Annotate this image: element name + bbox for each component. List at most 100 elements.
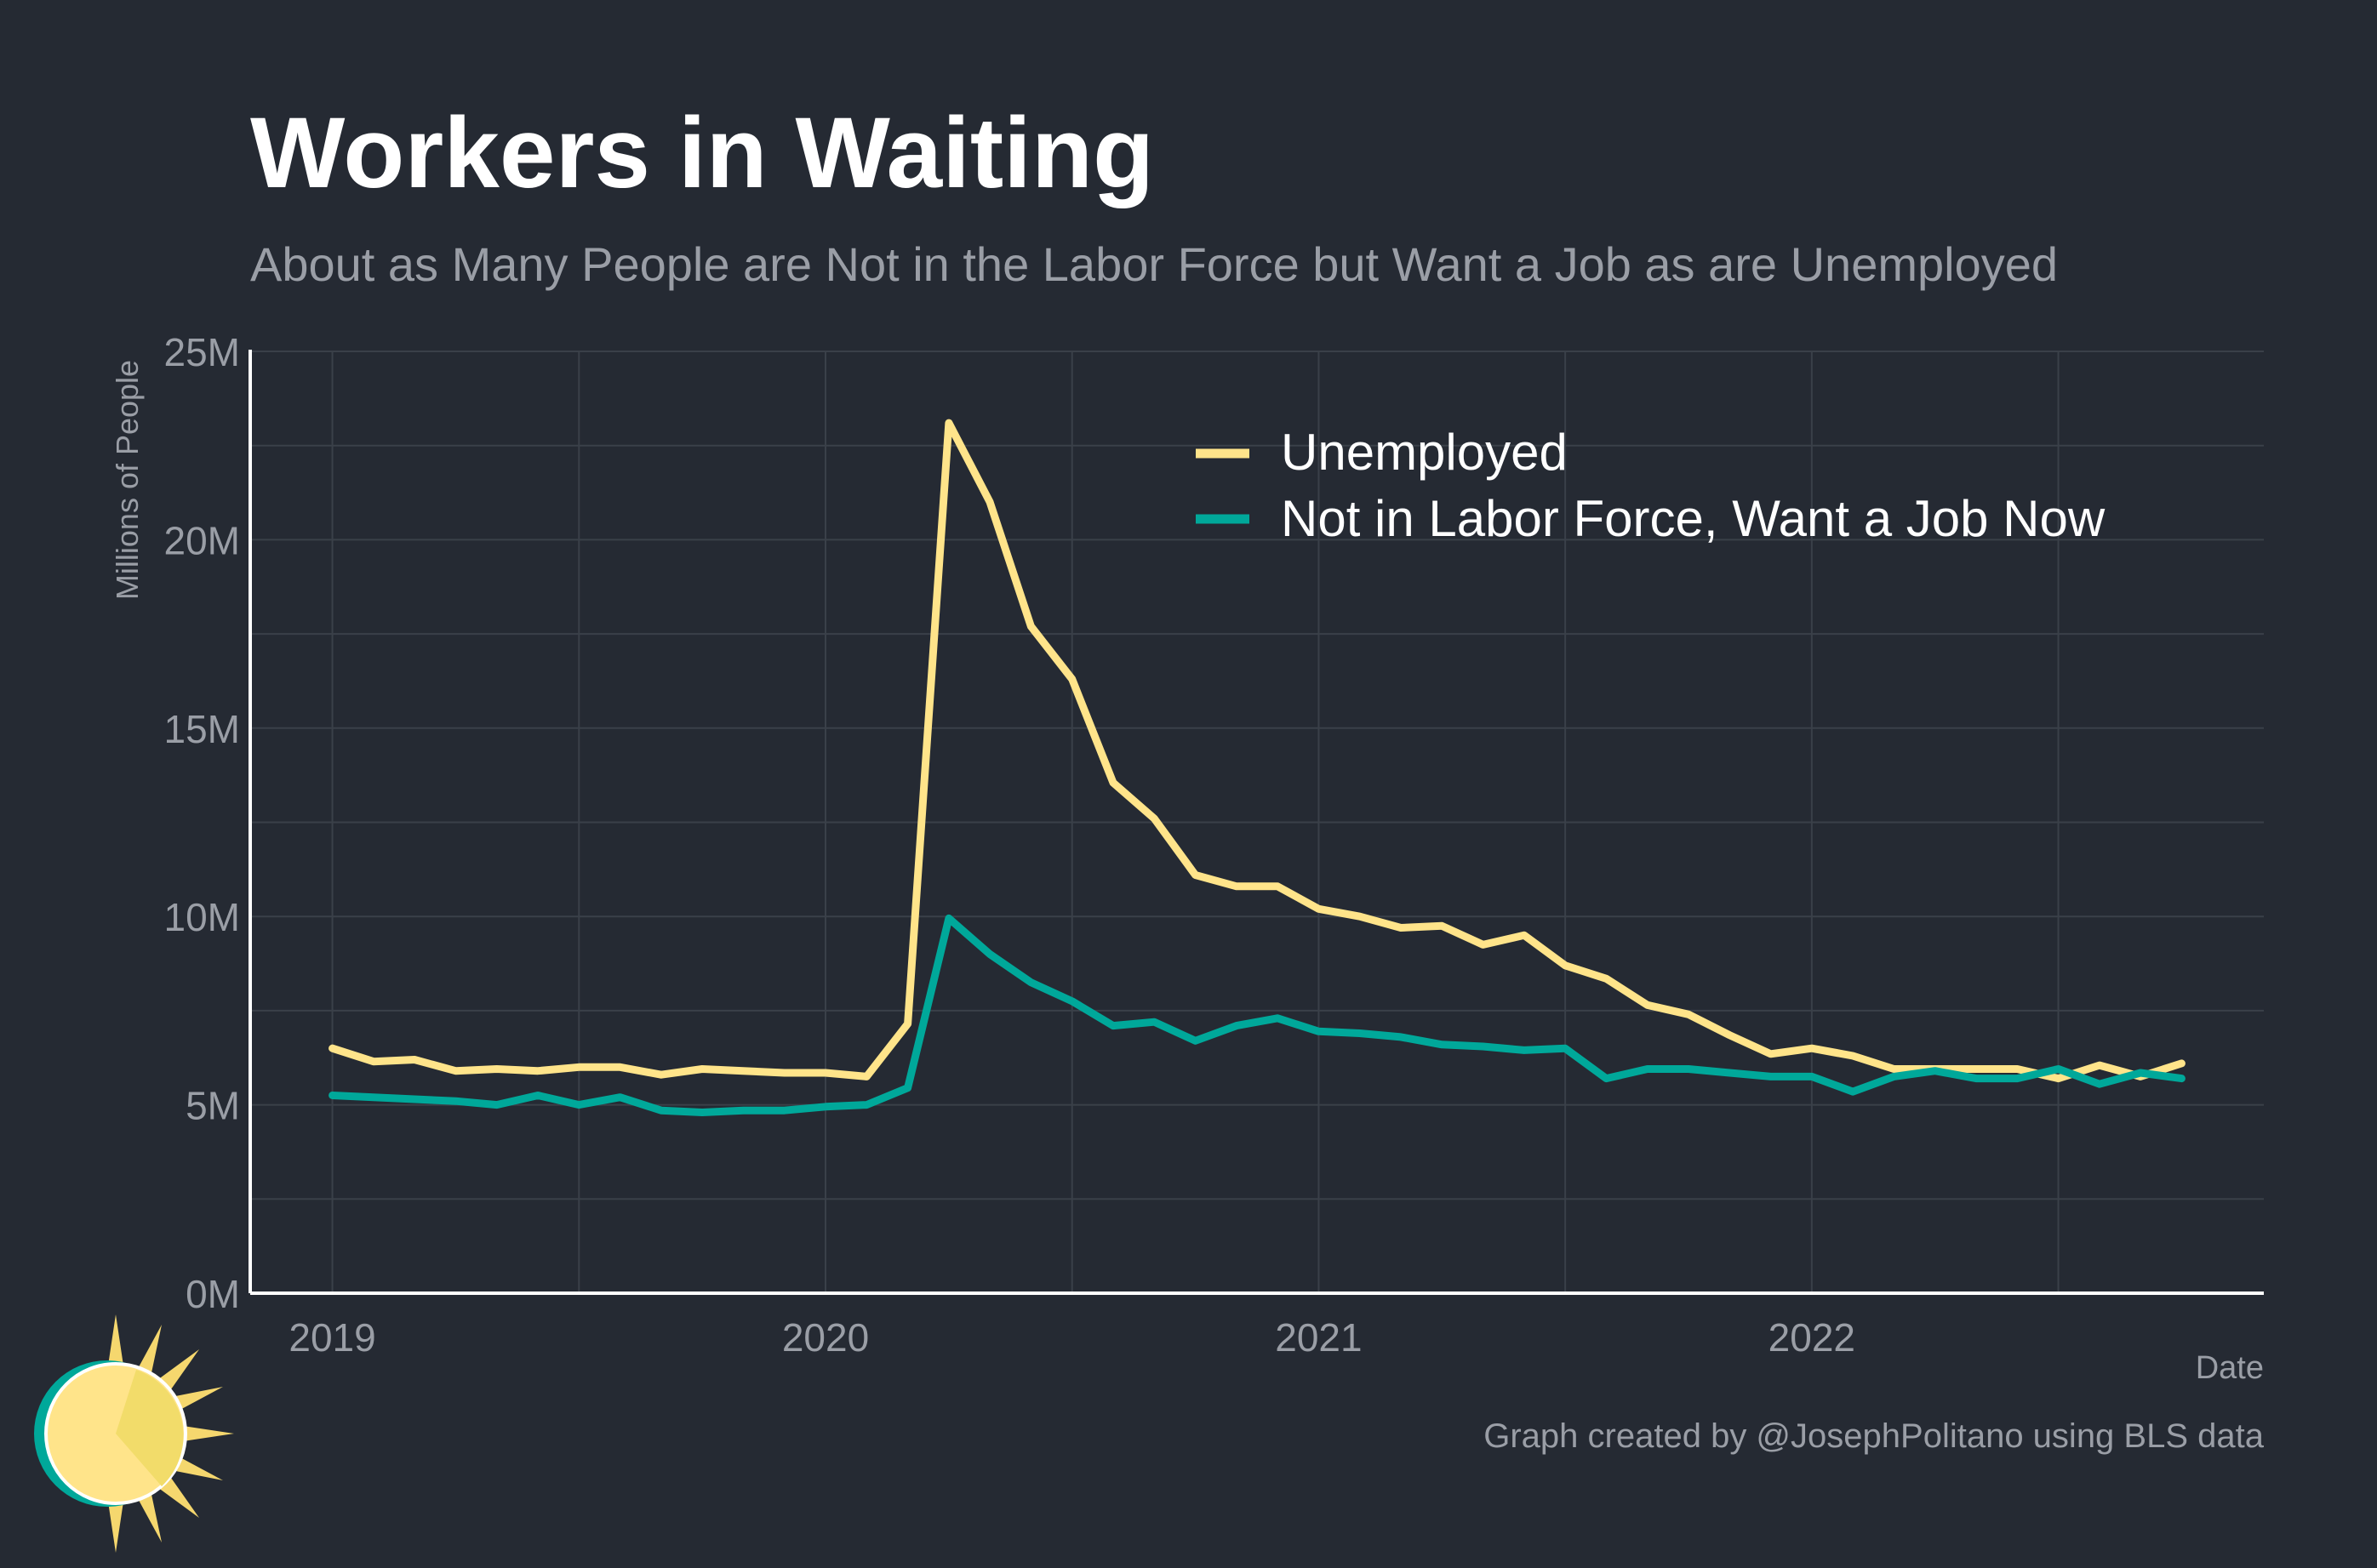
y-tick-label: 20M <box>164 518 240 562</box>
data-point <box>1070 999 1074 1003</box>
data-point <box>371 1059 375 1063</box>
data-point <box>946 916 951 921</box>
data-point <box>1604 1076 1608 1080</box>
data-point <box>700 1110 705 1115</box>
data-point <box>1809 1075 1814 1079</box>
sun-logo-icon <box>34 1314 234 1553</box>
data-point <box>782 1109 786 1113</box>
data-point <box>330 1093 334 1098</box>
data-point <box>824 1104 827 1109</box>
data-point <box>1234 1023 1238 1028</box>
data-point <box>2139 1070 2143 1075</box>
axes: 0M 5M 10M 15M 20M 25M 2019 2020 2021 2022 <box>164 330 2264 1360</box>
data-point <box>906 1086 910 1090</box>
data-point <box>741 1069 746 1073</box>
x-tick-label: 2021 <box>1275 1315 1362 1360</box>
data-point <box>659 1109 663 1113</box>
data-point <box>1111 781 1115 785</box>
data-point <box>1851 1054 1855 1058</box>
chart-subtitle: About as Many People are Not in the Labo… <box>250 237 2058 291</box>
data-point <box>1276 1016 1280 1020</box>
y-axis-label: Millions of People <box>110 360 145 600</box>
data-point <box>1974 1067 1978 1071</box>
data-point <box>1193 873 1197 877</box>
data-point <box>1563 1046 1568 1051</box>
data-point <box>371 1095 375 1099</box>
plot-series <box>329 419 2186 1116</box>
data-point <box>1029 624 1033 629</box>
data-point <box>1070 677 1074 681</box>
x-tick-label: 2019 <box>289 1315 375 1360</box>
data-point <box>1357 915 1362 919</box>
y-tick-label: 0M <box>186 1272 240 1316</box>
data-point <box>782 1070 786 1075</box>
data-point <box>700 1067 705 1071</box>
data-point <box>330 1046 334 1051</box>
chart-title: Workers in Waiting <box>250 97 1154 209</box>
data-point <box>1317 1029 1321 1034</box>
data-point <box>1152 1020 1157 1024</box>
data-point <box>494 1067 499 1071</box>
data-point <box>1522 1048 1526 1052</box>
data-point <box>741 1109 746 1113</box>
x-axis-label: Date <box>2196 1350 2264 1386</box>
data-point <box>1645 1003 1649 1007</box>
data-point <box>1892 1067 1896 1071</box>
data-point <box>1522 933 1526 938</box>
data-point <box>2180 1061 2184 1065</box>
data-point <box>2056 1067 2060 1071</box>
data-point <box>536 1069 540 1073</box>
data-point <box>659 1073 663 1077</box>
data-point <box>2056 1076 2060 1080</box>
data-point <box>1974 1076 1978 1080</box>
data-point <box>1687 1012 1690 1017</box>
data-point <box>577 1065 581 1069</box>
data-point <box>2097 1063 2101 1068</box>
data-point <box>494 1103 499 1107</box>
data-point <box>1563 963 1568 967</box>
data-point <box>906 1022 910 1026</box>
data-point <box>1604 977 1608 981</box>
data-point <box>1440 1042 1444 1046</box>
data-point <box>1440 924 1444 928</box>
data-point <box>2015 1076 2020 1080</box>
data-point <box>1481 1044 1485 1048</box>
data-point <box>865 1075 869 1079</box>
y-tick-label: 25M <box>164 330 240 374</box>
legend-label-nilf: Not in Labor Force, Want a Job Now <box>1281 490 2106 547</box>
data-point <box>1768 1075 1773 1079</box>
data-point <box>1933 1069 1937 1073</box>
data-point <box>2015 1067 2020 1071</box>
data-point <box>1687 1067 1690 1071</box>
y-tick-label: 15M <box>164 707 240 751</box>
data-point <box>1809 1046 1814 1051</box>
data-point <box>1728 1033 1732 1037</box>
y-tick-label: 10M <box>164 895 240 939</box>
chart-caption: Graph created by @JosephPolitano using B… <box>1483 1417 2264 1455</box>
data-point <box>1481 943 1485 947</box>
data-point <box>988 952 992 956</box>
data-point <box>824 1070 827 1075</box>
data-point <box>413 1058 417 1062</box>
data-point <box>1317 907 1321 911</box>
data-point <box>577 1103 581 1107</box>
data-point <box>1357 1031 1362 1035</box>
data-point <box>1768 1052 1773 1056</box>
data-point <box>618 1095 622 1099</box>
legend: Unemployed Not in Labor Force, Want a Jo… <box>1196 424 2106 547</box>
data-point <box>1276 884 1280 888</box>
data-point <box>1234 884 1238 888</box>
data-point <box>2097 1082 2101 1086</box>
x-tick-label: 2020 <box>782 1315 869 1360</box>
data-point <box>2180 1076 2184 1080</box>
data-point <box>536 1093 540 1098</box>
data-point <box>1399 1035 1403 1039</box>
data-point <box>1193 1039 1197 1043</box>
series-line-0 <box>329 419 2186 1083</box>
data-point <box>618 1065 622 1069</box>
data-point <box>1152 817 1157 821</box>
y-tick-label: 5M <box>186 1084 240 1128</box>
data-point <box>454 1069 458 1073</box>
